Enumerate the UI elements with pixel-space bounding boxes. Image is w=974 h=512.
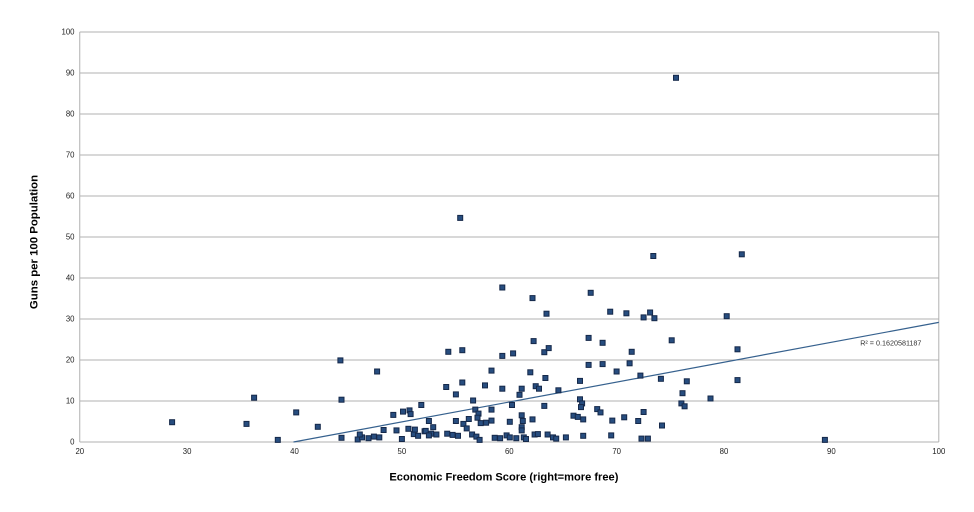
svg-text:90: 90: [827, 447, 836, 456]
svg-text:10: 10: [66, 397, 75, 406]
svg-text:50: 50: [66, 233, 75, 242]
svg-text:20: 20: [75, 447, 84, 456]
svg-text:R² = 0.1620581187: R² = 0.1620581187: [860, 339, 921, 348]
svg-text:Guns per 100 Population: Guns per 100 Population: [29, 175, 41, 309]
svg-text:70: 70: [612, 447, 621, 456]
svg-text:50: 50: [398, 447, 407, 456]
svg-text:40: 40: [290, 447, 299, 456]
svg-text:0: 0: [70, 438, 75, 447]
svg-text:80: 80: [66, 110, 75, 119]
svg-text:Economic Freedom Score (right=: Economic Freedom Score (right=more free): [389, 471, 618, 483]
svg-text:90: 90: [66, 69, 75, 78]
svg-text:40: 40: [66, 274, 75, 283]
svg-text:100: 100: [932, 447, 946, 456]
svg-text:100: 100: [61, 28, 75, 37]
svg-text:60: 60: [66, 192, 75, 201]
svg-text:80: 80: [720, 447, 729, 456]
svg-text:30: 30: [66, 315, 75, 324]
svg-text:70: 70: [66, 151, 75, 160]
svg-text:60: 60: [505, 447, 514, 456]
svg-text:20: 20: [66, 356, 75, 365]
svg-text:30: 30: [183, 447, 192, 456]
